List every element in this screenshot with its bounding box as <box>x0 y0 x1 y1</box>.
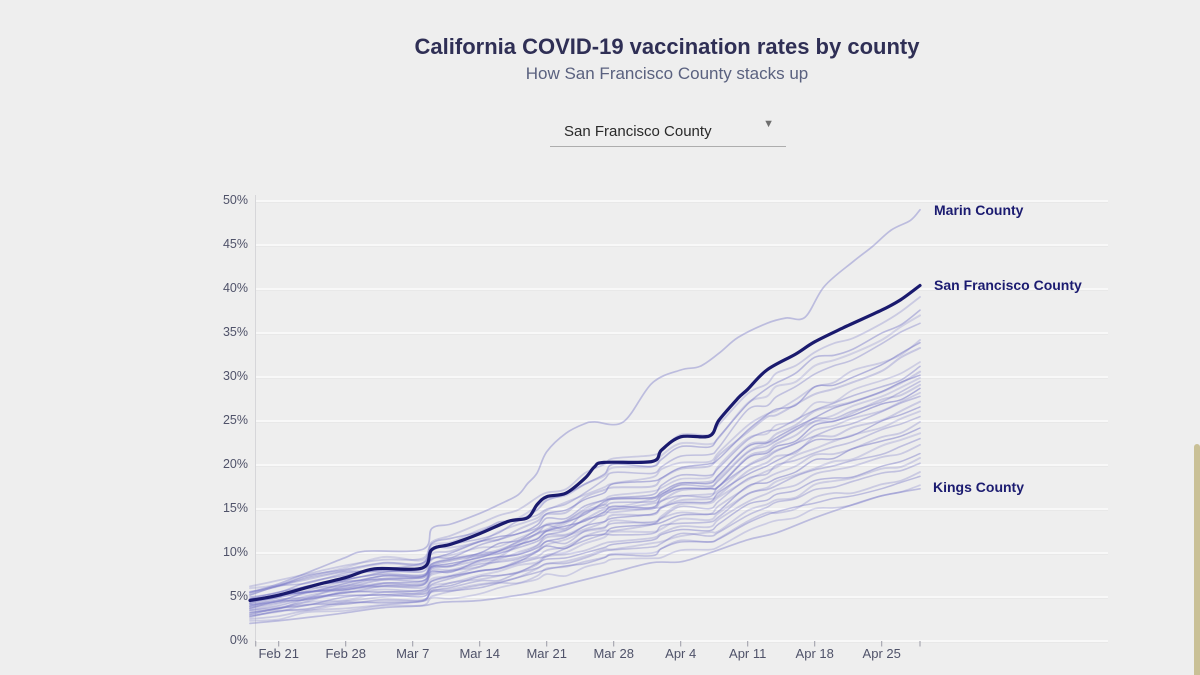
y-axis-label-35: 35% <box>222 325 248 339</box>
x-axis-label-apr-11: Apr 11 <box>729 646 767 661</box>
x-axis-label-feb-21: Feb 21 <box>258 646 299 661</box>
annotation-kings-county: Kings County <box>933 479 1024 495</box>
y-axis-label-10: 10% <box>222 545 248 559</box>
line-san-francisco-county <box>248 283 922 603</box>
y-axis-label-30: 30% <box>222 369 248 383</box>
county-line <box>249 437 921 611</box>
x-axis-label-mar-28: Mar 28 <box>593 646 634 661</box>
x-axis-label-apr-4: Apr 4 <box>665 646 697 661</box>
scrollbar-thumb[interactable] <box>1194 444 1200 675</box>
county-line <box>249 484 921 622</box>
x-axis-label-mar-21: Mar 21 <box>526 646 567 661</box>
y-axis-label-40: 40% <box>222 281 248 295</box>
page-subtitle: How San Francisco County stacks up <box>525 64 809 83</box>
county-line <box>249 462 921 616</box>
county-line <box>249 322 921 596</box>
county-line <box>249 391 921 608</box>
county-line <box>249 376 921 605</box>
labeled-county-lines <box>248 208 922 625</box>
line-kings-county <box>249 487 921 625</box>
county-line <box>249 341 921 600</box>
x-axis-label-mar-7: Mar 7 <box>396 646 430 661</box>
county-line <box>248 370 922 605</box>
background-county-lines <box>248 296 922 622</box>
y-axis-label-0: 0% <box>229 633 248 647</box>
county-line <box>249 410 921 612</box>
gridlines <box>256 200 1108 643</box>
annotation-marin-county: Marin County <box>934 202 1024 218</box>
axes <box>255 195 921 647</box>
county-line <box>249 427 921 610</box>
county-line <box>249 457 921 619</box>
county-line <box>249 387 921 603</box>
y-axis-label-20: 20% <box>222 457 248 471</box>
county-line <box>249 314 921 590</box>
y-axis-label-15: 15% <box>222 501 248 515</box>
x-axis-label-mar-14: Mar 14 <box>459 646 500 661</box>
page-title: California COVID-19 vaccination rates by… <box>414 34 920 59</box>
x-axis-label-feb-28: Feb 28 <box>325 646 366 661</box>
county-select[interactable]: San Francisco County ▼ <box>550 116 786 147</box>
county-line <box>249 475 921 618</box>
county-line <box>249 374 921 600</box>
line-marin-county <box>249 208 921 594</box>
county-line <box>249 415 921 608</box>
county-line <box>249 471 921 620</box>
county-line <box>249 406 921 606</box>
x-axis-label-apr-18: Apr 18 <box>795 646 834 661</box>
county-line <box>249 395 921 604</box>
county-line <box>249 309 921 593</box>
y-axis-label-5: 5% <box>229 589 248 603</box>
y-axis-label-50: 50% <box>222 193 248 207</box>
y-axis-label-25: 25% <box>222 413 248 427</box>
county-line <box>249 452 921 614</box>
county-select-value: San Francisco County <box>564 123 712 140</box>
x-axis-label-apr-25: Apr 25 <box>862 646 901 661</box>
y-axis-label-45: 45% <box>222 237 248 251</box>
county-line <box>249 443 921 617</box>
chevron-down-icon: ▼ <box>763 118 774 130</box>
annotation-san-francisco-county: San Francisco County <box>934 277 1082 293</box>
county-line <box>249 432 921 615</box>
county-line <box>249 365 921 598</box>
county-line <box>249 400 921 610</box>
